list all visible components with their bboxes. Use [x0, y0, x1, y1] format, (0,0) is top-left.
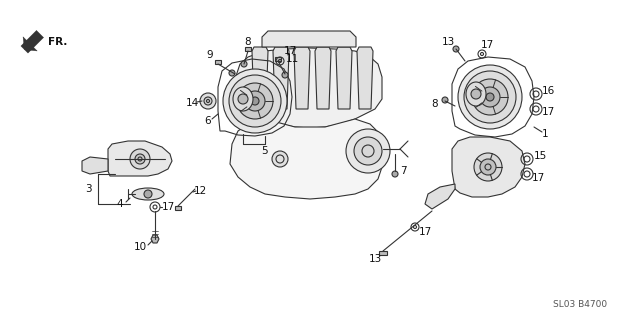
- Text: 17: 17: [419, 227, 431, 237]
- Text: 12: 12: [193, 186, 207, 196]
- Text: 13: 13: [369, 254, 381, 264]
- Polygon shape: [252, 47, 268, 109]
- Circle shape: [144, 190, 152, 198]
- Text: 17: 17: [161, 202, 175, 212]
- Polygon shape: [175, 206, 181, 210]
- Circle shape: [135, 154, 145, 164]
- Circle shape: [245, 91, 265, 111]
- Circle shape: [480, 159, 496, 175]
- Text: 14: 14: [186, 98, 198, 108]
- Text: 6: 6: [205, 116, 211, 126]
- Polygon shape: [452, 137, 525, 197]
- Polygon shape: [82, 157, 108, 174]
- Circle shape: [354, 137, 382, 165]
- Circle shape: [229, 75, 281, 127]
- Polygon shape: [235, 48, 382, 128]
- Polygon shape: [262, 31, 356, 47]
- Text: SL03 B4700: SL03 B4700: [553, 300, 607, 309]
- Circle shape: [272, 151, 288, 167]
- Circle shape: [241, 61, 247, 67]
- Circle shape: [458, 65, 522, 129]
- Ellipse shape: [466, 82, 486, 106]
- Polygon shape: [336, 47, 352, 109]
- Polygon shape: [230, 119, 383, 199]
- Circle shape: [282, 72, 288, 78]
- Polygon shape: [151, 235, 159, 243]
- Text: 17: 17: [284, 46, 296, 56]
- Text: 15: 15: [533, 151, 547, 161]
- Circle shape: [464, 71, 516, 123]
- Polygon shape: [357, 47, 373, 109]
- Circle shape: [200, 93, 216, 109]
- Text: FR.: FR.: [48, 37, 68, 47]
- Polygon shape: [108, 141, 172, 176]
- Circle shape: [474, 153, 502, 181]
- Text: 17: 17: [481, 40, 493, 50]
- Polygon shape: [315, 47, 331, 109]
- Text: 13: 13: [442, 37, 454, 47]
- Text: 11: 11: [285, 54, 299, 64]
- Polygon shape: [245, 47, 251, 51]
- Circle shape: [229, 70, 235, 76]
- Ellipse shape: [233, 87, 253, 111]
- Circle shape: [486, 93, 494, 101]
- Text: 17: 17: [541, 107, 555, 117]
- Ellipse shape: [132, 188, 164, 200]
- Text: 3: 3: [84, 184, 92, 194]
- Text: 7: 7: [400, 166, 406, 176]
- Circle shape: [251, 97, 259, 105]
- Polygon shape: [294, 47, 310, 109]
- Circle shape: [392, 171, 398, 177]
- Circle shape: [442, 97, 448, 103]
- Text: 5: 5: [262, 146, 268, 156]
- Circle shape: [237, 83, 273, 119]
- Circle shape: [453, 46, 459, 52]
- Text: 8: 8: [244, 37, 252, 47]
- Circle shape: [238, 94, 248, 104]
- Text: 17: 17: [531, 173, 545, 183]
- Polygon shape: [275, 57, 281, 61]
- Circle shape: [130, 149, 150, 169]
- Polygon shape: [23, 37, 37, 51]
- Polygon shape: [379, 251, 387, 255]
- Circle shape: [346, 129, 390, 173]
- Circle shape: [472, 79, 508, 115]
- Polygon shape: [21, 30, 44, 53]
- Polygon shape: [215, 60, 221, 64]
- Text: 8: 8: [432, 99, 438, 109]
- Text: 10: 10: [133, 242, 147, 252]
- Text: 1: 1: [541, 129, 548, 139]
- Circle shape: [223, 69, 287, 133]
- Polygon shape: [425, 184, 455, 209]
- Text: 4: 4: [116, 199, 124, 209]
- Circle shape: [204, 97, 212, 105]
- Circle shape: [471, 89, 481, 99]
- Circle shape: [480, 87, 500, 107]
- Text: 16: 16: [541, 86, 555, 96]
- Text: 9: 9: [207, 50, 213, 60]
- Polygon shape: [273, 47, 289, 109]
